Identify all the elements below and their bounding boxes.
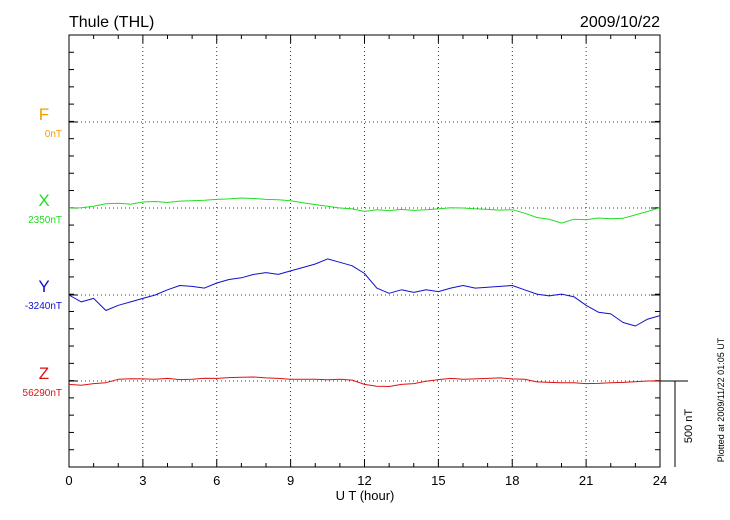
x-tick-label: 9 <box>287 473 294 488</box>
plotted-at-note: Plotted at 2009/11/22 01:05 UT <box>716 337 726 462</box>
x-tick-label: 3 <box>139 473 146 488</box>
x-tick-label: 15 <box>431 473 445 488</box>
grid-lines <box>69 35 660 467</box>
baseline-label-Y: -3240nT <box>25 301 62 312</box>
scale-bar-label: 500 nT <box>683 409 695 444</box>
baseline-label-Z: 56290nT <box>23 388 62 399</box>
scale-bar: 500 nT <box>660 380 695 467</box>
date-title: 2009/10/22 <box>580 14 660 31</box>
x-tick-label: 0 <box>65 473 72 488</box>
component-labels: F 0nT X 2350nT Y -3240nT Z 56290nT <box>23 105 62 399</box>
baseline-label-F: 0nT <box>45 129 62 140</box>
x-tick-labels: 0 3 6 9 12 15 18 21 24 <box>65 473 667 488</box>
x-tick-label: 6 <box>213 473 220 488</box>
x-tick-label: 12 <box>357 473 371 488</box>
component-name-X: X <box>38 191 49 210</box>
component-name-Y: Y <box>38 277 49 296</box>
baseline-label-X: 2350nT <box>28 215 62 226</box>
x-tick-label: 21 <box>579 473 593 488</box>
component-name-Z: Z <box>39 364 49 383</box>
x-tick-label: 24 <box>653 473 667 488</box>
x-tick-label: 18 <box>505 473 519 488</box>
series-lines <box>68 197 661 387</box>
series-line-Z <box>68 376 661 387</box>
x-axis-label: U T (hour) <box>336 488 395 503</box>
station-title: Thule (THL) <box>69 14 154 31</box>
series-line-Y <box>68 258 661 327</box>
component-name-F: F <box>39 105 49 124</box>
series-line-X <box>68 197 661 224</box>
